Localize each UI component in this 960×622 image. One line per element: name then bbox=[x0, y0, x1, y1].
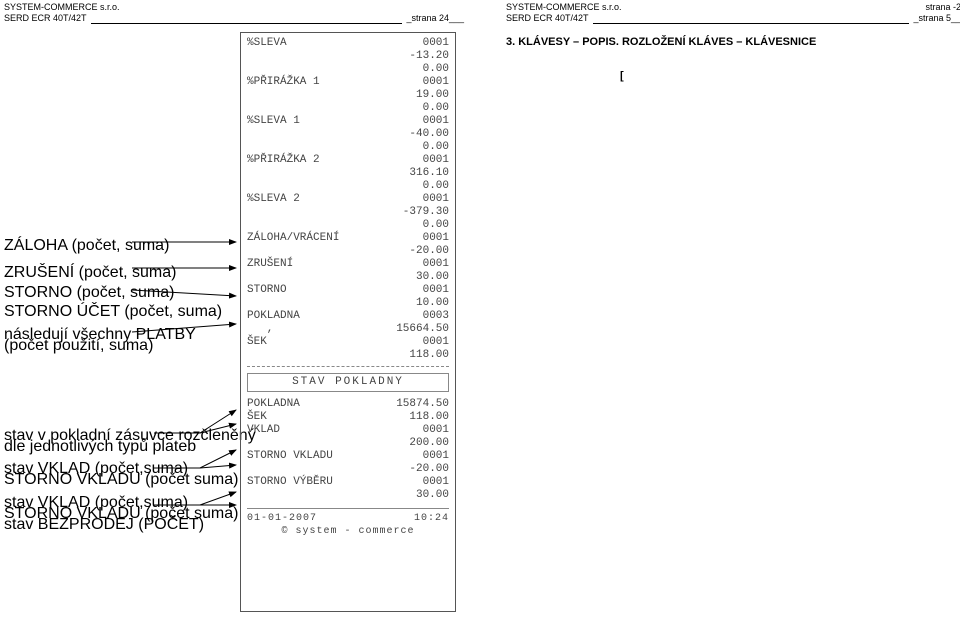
receipt-row: STORNO VKLADU0001 bbox=[247, 450, 449, 463]
receipt-row: %PŘIRÁŽKA 20001 bbox=[247, 154, 449, 167]
receipt-row: -13.20 bbox=[247, 50, 449, 63]
receipt-row: 10.00 bbox=[247, 297, 449, 310]
receipt-row: POKLADNA15874.50 bbox=[247, 398, 449, 411]
receipt-banner: STAV POKLADNY bbox=[247, 373, 449, 392]
section-title: 3. KLÁVESY – POPIS. ROZLOŽENÍ KLÁVES – K… bbox=[506, 36, 816, 48]
receipt-row: 0.00 bbox=[247, 63, 449, 76]
receipt-row: -20.00 bbox=[247, 245, 449, 258]
label-zruseni: ZRUŠENÍ (počet, suma) bbox=[4, 264, 176, 282]
receipt-row: 0.00 bbox=[247, 102, 449, 115]
receipt-row: 0.00 bbox=[247, 219, 449, 232]
page-right-top: strana -24 bbox=[925, 2, 960, 13]
label-bezprodej: stav BEZPRODEJ (POČET) bbox=[4, 516, 204, 534]
receipt-row: %PŘIRÁŽKA 10001 bbox=[247, 76, 449, 89]
company-r: SYSTEM-COMMERCE s.r.o. bbox=[506, 2, 622, 13]
receipt-row: ZRUŠENÍ0001 bbox=[247, 258, 449, 271]
receipt-row: %SLEVA0001 bbox=[247, 37, 449, 50]
device: SERD ECR 40T/42T bbox=[4, 13, 87, 24]
receipt-row: 200.00 bbox=[247, 437, 449, 450]
receipt-row: ZÁLOHA/VRÁCENÍ0001 bbox=[247, 232, 449, 245]
header-right: SYSTEM-COMMERCE s.r.o. strana -24 SERD E… bbox=[506, 2, 960, 24]
receipt-row: %SLEVA 10001 bbox=[247, 115, 449, 128]
receipt-row: 0.00 bbox=[247, 180, 449, 193]
receipt-row: 19.00 bbox=[247, 89, 449, 102]
label-storno-vkladu: STORNO VKLADU (počet suma) bbox=[4, 471, 238, 489]
receipt-row: 316.10 bbox=[247, 167, 449, 180]
receipt-row: -20.00 bbox=[247, 463, 449, 476]
receipt-row: %SLEVA 20001 bbox=[247, 193, 449, 206]
receipt-row: 30.00 bbox=[247, 489, 449, 502]
page-suffix-left: _strana 24___ bbox=[406, 13, 464, 24]
receipt-row: 0.00 bbox=[247, 141, 449, 154]
receipt: %SLEVA0001-13.200.00%PŘIRÁŽKA 1000119.00… bbox=[240, 32, 456, 612]
company: SYSTEM-COMMERCE s.r.o. bbox=[4, 2, 464, 13]
device-r: SERD ECR 40T/42T bbox=[506, 13, 589, 24]
receipt-row: POKLADNA0003 bbox=[247, 310, 449, 323]
receipt-row: STORNO VÝBĚRU0001 bbox=[247, 476, 449, 489]
receipt-row: 118.00 bbox=[247, 349, 449, 362]
receipt-row: ŠEK118.00 bbox=[247, 411, 449, 424]
header-left: SYSTEM-COMMERCE s.r.o. SERD ECR 40T/42T … bbox=[4, 2, 464, 24]
receipt-footer: 01-01-200710:24 bbox=[247, 508, 449, 525]
receipt-row: VKLAD0001 bbox=[247, 424, 449, 437]
receipt-row: STORNO0001 bbox=[247, 284, 449, 297]
receipt-row: 30.00 bbox=[247, 271, 449, 284]
label-platby-b: (počet použití, suma) bbox=[4, 337, 153, 355]
receipt-row: -40.00 bbox=[247, 128, 449, 141]
receipt-row: -379.30 bbox=[247, 206, 449, 219]
receipt-row: ŠEK0001 bbox=[247, 336, 449, 349]
open-bracket: [ bbox=[620, 70, 624, 82]
label-storno: STORNO (počet, suma) bbox=[4, 284, 174, 302]
label-stav-zasuvka-b: dle jednotlivých typů plateb bbox=[4, 438, 196, 456]
receipt-row: ,15664.50 bbox=[247, 323, 449, 336]
label-zaloha: ZÁLOHA (počet, suma) bbox=[4, 237, 169, 255]
receipt-copyright: © system - commerce bbox=[247, 525, 449, 538]
label-storno-ucet: STORNO ÚČET (počet, suma) bbox=[4, 303, 222, 321]
page-suffix-right: _strana 5___ bbox=[913, 13, 960, 24]
